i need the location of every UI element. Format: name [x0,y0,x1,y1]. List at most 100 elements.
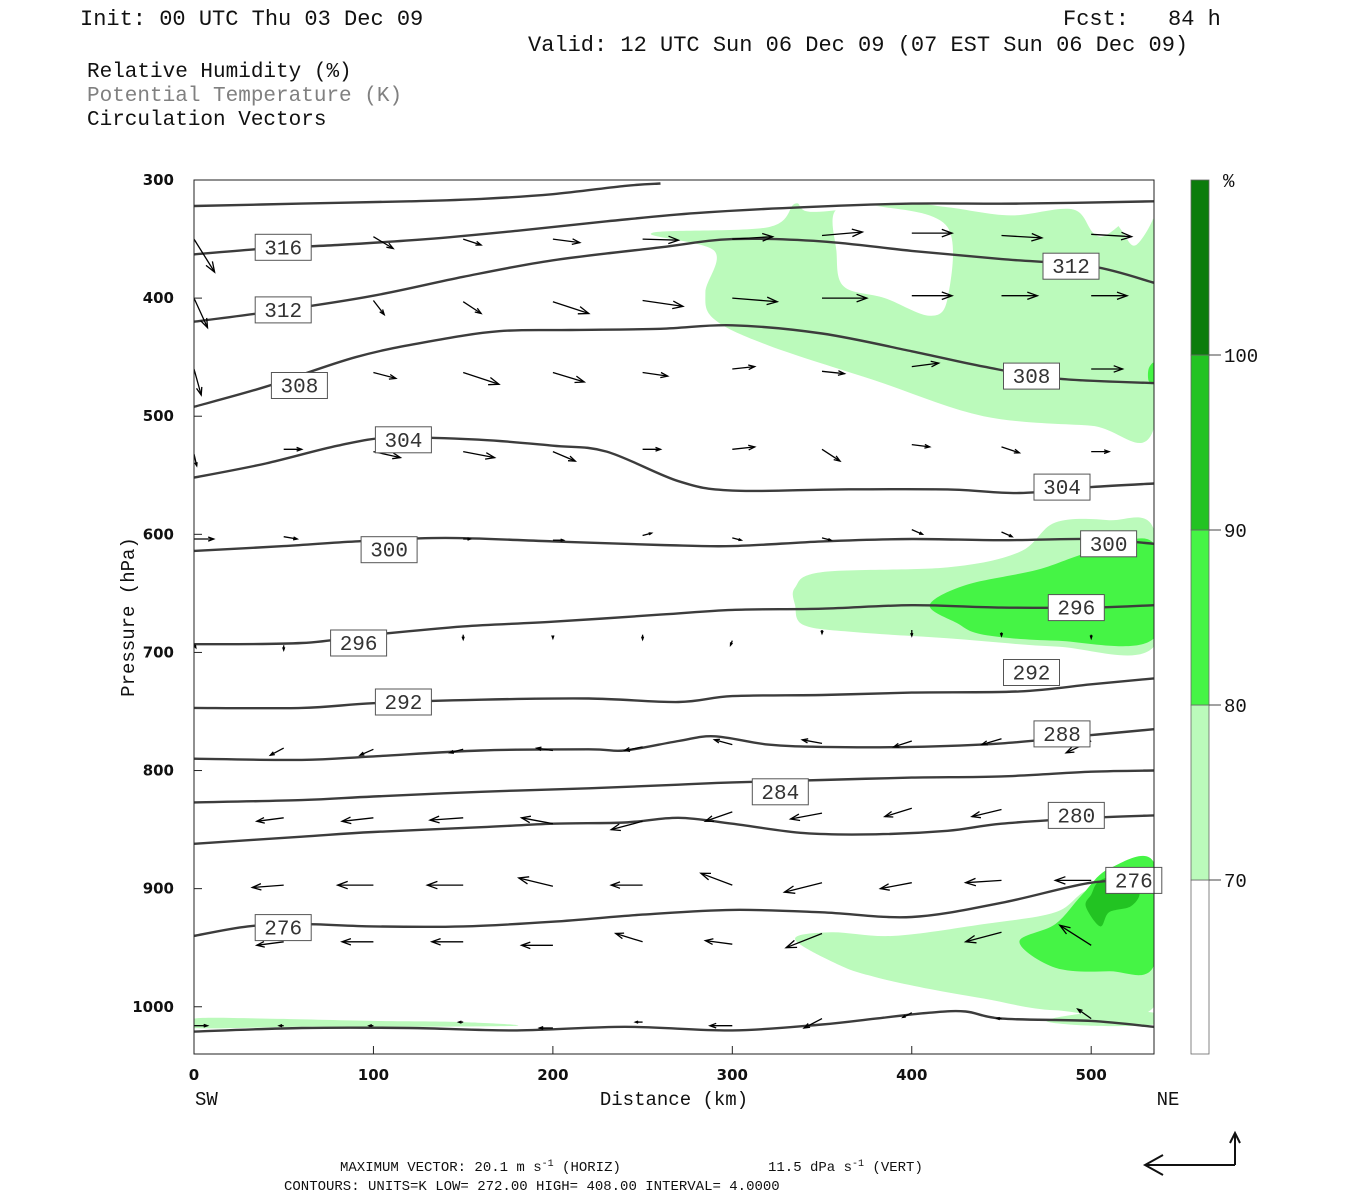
circulation-vector [784,932,823,949]
circulation-vector [613,932,643,943]
circulation-vector [194,368,203,397]
circulation-vector [732,444,757,451]
circulation-vector [367,1023,374,1028]
circulation-vector [516,876,554,887]
forecast-label: Fcst: [1063,7,1129,32]
colorbar-label: 90 [1224,521,1247,543]
circulation-vector [552,371,587,384]
circulation-vector [995,1016,1002,1021]
circulation-vector [800,738,823,745]
y-tick-label: 400 [143,289,174,307]
circulation-vector [642,299,685,310]
contour-labels: 316 312 308 304 300 296 292 276 312 308 304 300 296 2… [254,233,1163,942]
circulation-vector [963,931,1002,944]
contour-label: 300 [1080,530,1138,558]
theta-contour-304 [194,436,1154,495]
circulation-vector [1089,634,1093,641]
y-tick-label: 700 [143,643,174,661]
circulation-vector [268,747,285,757]
circulation-vector [891,740,913,748]
contour-label-text: 296 [340,634,378,657]
colorbar-label: 100 [1224,346,1258,368]
init-time: Init: 00 UTC Thu 03 Dec 09 [80,7,423,32]
contour-label: 288 [1033,720,1091,748]
circulation-vector [642,371,670,379]
contour-label: 296 [330,629,388,657]
contour-label-text: 312 [1052,257,1090,280]
potential-temperature-contours [194,182,1154,1033]
rh-region-2 [1108,196,1154,246]
circulation-vector [463,450,497,460]
circulation-vector [1091,365,1125,373]
circulation-vector [335,880,374,890]
circulation-vector [428,815,464,824]
circulation-vector [1001,446,1022,454]
circulation-vector [447,748,464,754]
circulation-vector [373,236,395,250]
contour-label: 296 [1047,594,1105,622]
x-tick-label: 200 [537,1066,568,1084]
contour-label: 304 [374,426,432,454]
circulation-vector [911,443,932,449]
circulation-vector [282,645,286,653]
colorbar-swatch [1190,354,1210,531]
x-axis-left-end-label: SW [195,1089,218,1111]
footer: MAXIMUM VECTOR: 20.1 m s-1 (HORIZ) 11.5 … [284,1159,923,1195]
contour-label: 280 [1047,801,1105,829]
circulation-vector [822,293,869,303]
x-axis-right-end-label: NE [1157,1089,1180,1111]
circulation-vector [911,228,954,238]
circulation-vector [882,807,912,818]
contour-label: 312 [1042,252,1100,280]
theta-contour-316 [194,200,1154,256]
contour-label: 304 [1033,473,1091,501]
rh-region-10 [1147,362,1154,383]
contour-label: 300 [360,536,418,564]
theta-contour-280 [194,814,1154,845]
contour-label-text: 292 [1013,664,1051,687]
circulation-vector [552,301,591,315]
colorbar-swatch [1190,529,1210,706]
y-tick-label: 1000 [132,998,174,1016]
contour-label: 276 [1105,866,1163,894]
circulation-vector [729,640,733,648]
theta-contour-312 [194,237,1154,323]
circulation-vector [254,817,284,824]
x-tick-label: 0 [189,1066,199,1084]
contour-label-text: 276 [264,919,302,942]
circulation-vector [910,630,914,638]
circulation-vector [732,537,744,542]
circulation-vector [640,634,645,642]
circulation-vector [425,880,464,890]
circulation-vector [732,296,780,306]
circulation-vector [732,364,757,371]
circulation-vector [537,1025,553,1031]
circulation-vector [970,808,1002,819]
circulation-vector [979,738,1002,746]
footer-vertical-exponent: -1 [852,1159,864,1170]
circulation-vector [703,811,733,823]
contour-label-text: 312 [264,301,302,324]
circulation-vector [254,941,284,948]
footer-vertical-value: 11.5 dPa s [768,1160,852,1176]
contour-label-text: 280 [1057,806,1095,829]
circulation-vector [703,938,733,945]
y-axis-label: Pressure (hPa) [118,537,140,697]
colorbar-label: 80 [1224,696,1247,718]
colorbar-unit: % [1223,171,1235,193]
circulation-vector [802,1018,823,1029]
circulation-vector [911,360,941,368]
theta-contour-316 [194,182,661,208]
circulation-vector [194,1023,210,1028]
circulation-vector [712,738,733,746]
circulation-vector [699,872,733,886]
footer-horizontal-unit: (HORIZ) [554,1160,621,1176]
contour-label: 292 [1003,659,1060,687]
contour-label-text: 284 [761,783,799,806]
colorbar: 70 80 90 100 [1190,179,1258,1055]
circulation-vector [1091,291,1130,301]
rh-region-9 [1046,1011,1154,1027]
circulation-vector [277,1023,284,1028]
theta-contour-288 [194,728,1154,762]
